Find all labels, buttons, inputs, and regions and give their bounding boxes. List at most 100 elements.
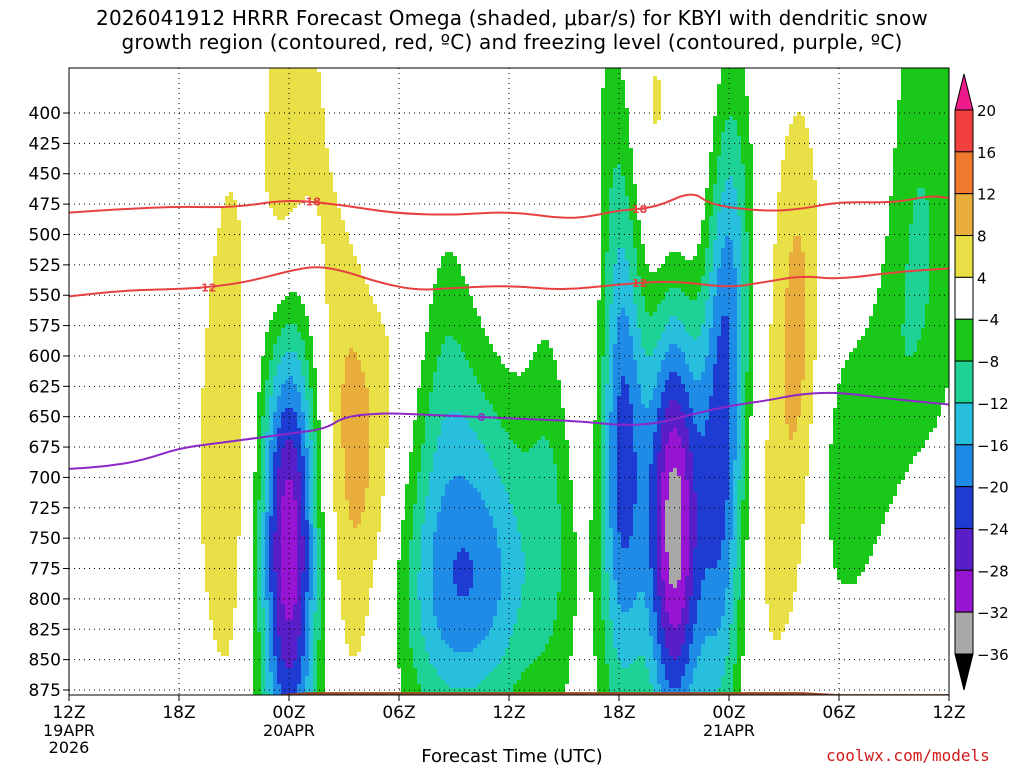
omega-cell <box>765 556 801 560</box>
omega-cell <box>889 216 913 220</box>
omega-cell <box>629 388 641 392</box>
omega-cell <box>737 364 741 368</box>
omega-cell <box>593 648 605 652</box>
omega-cell <box>273 512 277 516</box>
omega-cell <box>713 368 729 372</box>
omega-cell <box>505 484 557 488</box>
omega-cell <box>321 556 325 560</box>
omega-cell <box>721 620 733 624</box>
omega-cell <box>749 328 753 332</box>
omega-cell <box>401 544 409 548</box>
omega-cell <box>805 288 817 292</box>
omega-cell <box>741 580 745 584</box>
omega-cell <box>305 380 309 384</box>
omega-cell <box>313 580 317 584</box>
omega-cell <box>273 632 277 636</box>
omega-cell <box>713 316 721 320</box>
omega-cell <box>269 660 277 664</box>
omega-cell <box>657 472 661 476</box>
omega-cell <box>421 556 433 560</box>
omega-cell <box>729 652 737 656</box>
omega-cell <box>265 536 269 540</box>
omega-cell <box>777 236 793 240</box>
omega-cell <box>313 564 317 568</box>
omega-cell <box>713 128 725 132</box>
omega-cell <box>717 352 729 356</box>
omega-cell <box>741 524 749 528</box>
omega-cell <box>905 316 925 320</box>
omega-cell <box>749 364 753 368</box>
omega-cell <box>601 248 609 252</box>
omega-cell <box>737 308 741 312</box>
omega-cell <box>449 644 477 648</box>
omega-cell <box>437 440 481 444</box>
omega-cell <box>337 512 349 516</box>
omega-cell <box>201 508 241 512</box>
omega-cell <box>773 256 789 260</box>
omega-cell <box>417 388 433 392</box>
omega-cell <box>601 504 605 508</box>
omega-cell <box>601 96 625 100</box>
omega-cell <box>361 520 381 524</box>
omega-cell <box>433 556 457 560</box>
omega-cell <box>661 560 669 564</box>
omega-cell <box>601 396 605 400</box>
omega-cell <box>253 536 257 540</box>
omega-cell <box>701 372 713 376</box>
omega-cell <box>261 584 265 588</box>
omega-cell <box>453 560 473 564</box>
omega-cell <box>765 444 809 448</box>
omega-cell <box>309 436 317 440</box>
omega-cell <box>689 508 697 512</box>
omega-cell <box>281 524 297 528</box>
colorbar-label: −12 <box>977 395 1009 413</box>
omega-cell <box>785 356 805 360</box>
omega-cell <box>657 620 661 624</box>
omega-cell <box>513 504 561 508</box>
omega-cell <box>737 628 745 632</box>
omega-cell <box>697 540 721 544</box>
omega-cell <box>665 632 685 636</box>
omega-cell <box>785 412 801 416</box>
omega-cell <box>665 640 685 644</box>
omega-cell <box>833 424 937 428</box>
omega-cell <box>429 476 453 480</box>
omega-cell <box>737 360 741 364</box>
omega-cell <box>633 524 649 528</box>
omega-cell <box>605 352 609 356</box>
omega-cell <box>345 488 365 492</box>
omega-cell <box>261 676 265 680</box>
omega-cell <box>405 504 413 508</box>
omega-cell <box>737 512 741 516</box>
omega-cell <box>601 292 605 296</box>
omega-cell <box>397 664 413 668</box>
omega-cell <box>409 460 421 464</box>
omega-cell <box>649 620 657 624</box>
omega-cell <box>741 300 749 304</box>
omega-cell <box>301 656 309 660</box>
omega-cell <box>341 588 369 592</box>
omega-cell <box>273 536 281 540</box>
omega-cell <box>805 336 817 340</box>
omega-cell <box>681 504 689 508</box>
omega-cell <box>689 484 693 488</box>
omega-cell <box>301 596 305 600</box>
omega-cell <box>305 508 309 512</box>
omega-cell <box>253 600 257 604</box>
omega-cell <box>629 212 637 216</box>
omega-cell <box>329 404 341 408</box>
omega-cell <box>613 168 621 172</box>
omega-cell <box>649 624 657 628</box>
omega-cell <box>501 552 525 556</box>
omega-cell <box>333 496 345 500</box>
omega-cell <box>301 680 305 684</box>
omega-cell <box>597 404 601 408</box>
omega-cell <box>509 636 549 640</box>
omega-cell <box>713 248 721 252</box>
omega-cell <box>265 644 269 648</box>
omega-cell <box>321 572 325 576</box>
omega-cell <box>277 500 281 504</box>
omega-cell <box>729 548 737 552</box>
omega-cell <box>733 572 741 576</box>
omega-cell <box>333 476 345 480</box>
